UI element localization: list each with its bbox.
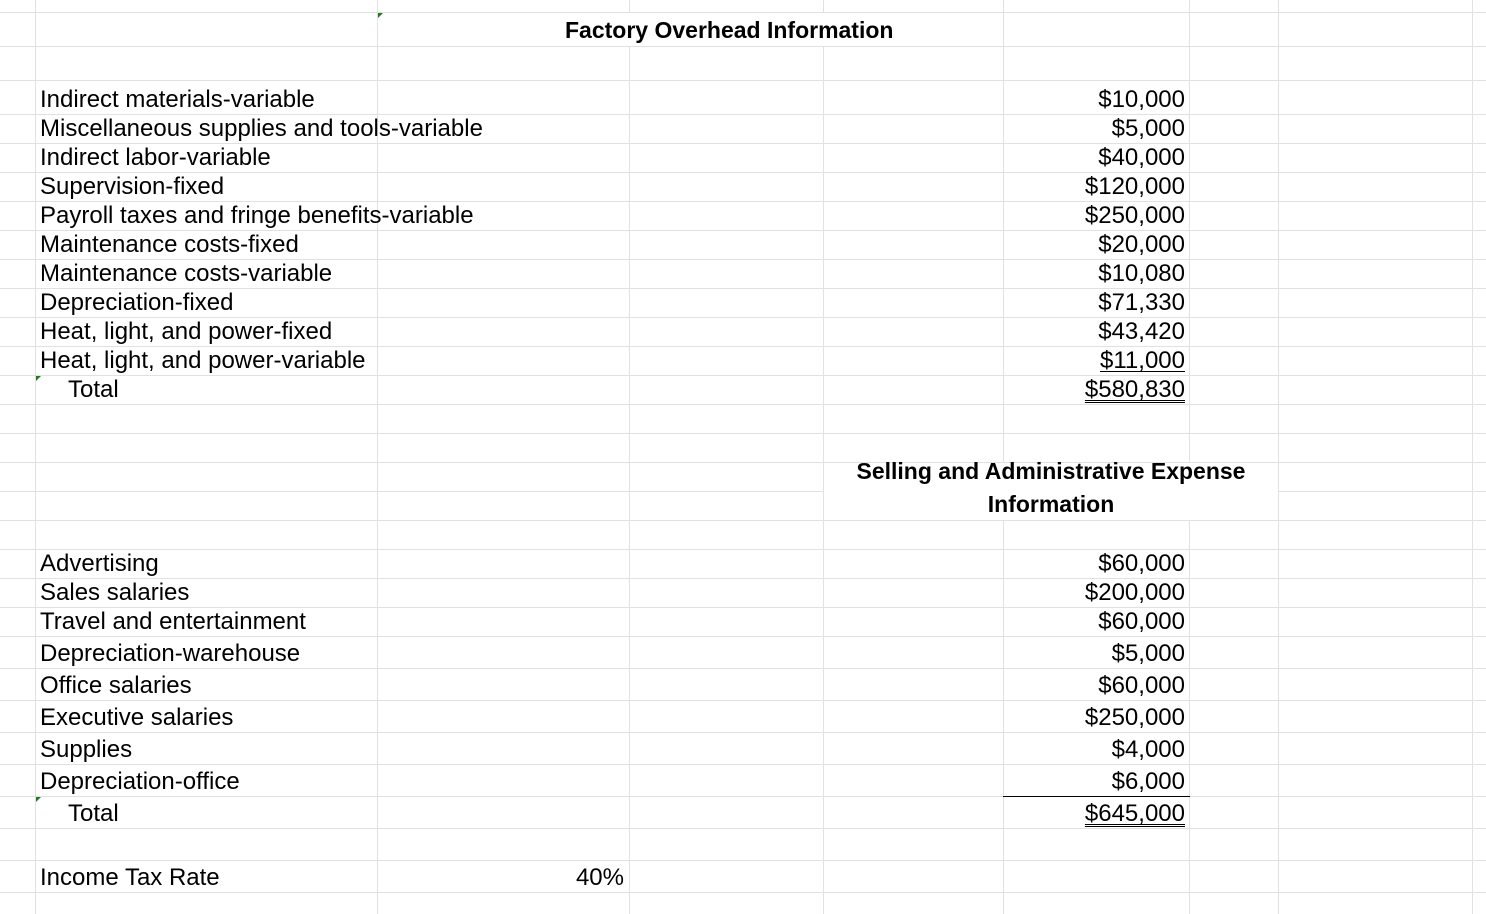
fo-item-label[interactable]: Heat, light, and power-variable: [40, 347, 366, 374]
sa-item-label[interactable]: Office salaries: [40, 672, 192, 699]
sa-title-line1: Selling and Administrative Expense: [856, 458, 1246, 484]
gridline: [0, 259, 1486, 260]
income-tax-label[interactable]: Income Tax Rate: [40, 864, 220, 891]
gridline: [0, 288, 1486, 289]
gridline: [0, 80, 1486, 81]
gridline: [0, 201, 1486, 202]
cell-indicator-icon: [378, 13, 383, 18]
fo-item-label[interactable]: Miscellaneous supplies and tools-variabl…: [40, 115, 483, 142]
gridline: [1189, 0, 1190, 914]
gridline: [0, 578, 1486, 579]
sa-item-label[interactable]: Advertising: [40, 550, 159, 577]
sa-item-label[interactable]: Sales salaries: [40, 579, 190, 606]
fo-item-amount[interactable]: $120,000: [1084, 173, 1185, 200]
fo-item-amount[interactable]: $250,000: [1084, 202, 1185, 229]
merged-title-cell: [824, 463, 1278, 520]
fo-total-amount[interactable]: $580,830: [1084, 376, 1185, 403]
fo-item-label[interactable]: Supervision-fixed: [40, 173, 225, 200]
sa-item-amount[interactable]: $6,000: [1111, 768, 1185, 795]
gridline: [0, 860, 1486, 861]
gridline: [0, 143, 1486, 144]
fo-item-label[interactable]: Maintenance costs-fixed: [40, 231, 299, 258]
sa-item-amount[interactable]: $5,000: [1111, 640, 1185, 667]
factory-overhead-title: Factory Overhead Information: [565, 17, 894, 43]
gridline: [0, 892, 1486, 893]
gridline: [0, 230, 1486, 231]
sa-item-amount[interactable]: $200,000: [1084, 579, 1185, 606]
sa-item-label[interactable]: Executive salaries: [40, 704, 234, 731]
sa-total-label[interactable]: Total: [68, 800, 119, 827]
gridline: [1003, 0, 1004, 914]
gridline: [0, 433, 1486, 434]
gridline: [0, 404, 1486, 405]
fo-total-label[interactable]: Total: [68, 376, 119, 403]
income-tax-value[interactable]: 40%: [575, 864, 624, 891]
sa-item-amount[interactable]: $250,000: [1084, 704, 1185, 731]
gridline: [629, 0, 630, 914]
gridline: [0, 462, 1486, 463]
gridline: [35, 0, 36, 914]
fo-item-label[interactable]: Depreciation-fixed: [40, 289, 234, 316]
sa-title-line2: Information: [987, 491, 1115, 517]
gridline: [0, 520, 1486, 521]
gridline: [0, 114, 1486, 115]
fo-item-amount[interactable]: $10,080: [1098, 260, 1185, 287]
merged-title-cell: [378, 13, 1002, 46]
gridline: [0, 732, 1486, 733]
sa-total-amount[interactable]: $645,000: [1084, 800, 1185, 827]
cell-indicator-icon: [36, 797, 41, 802]
fo-item-amount[interactable]: $10,000: [1098, 86, 1185, 113]
gridline: [0, 549, 1486, 550]
fo-item-label[interactable]: Indirect labor-variable: [40, 144, 271, 171]
fo-item-label[interactable]: Indirect materials-variable: [40, 86, 315, 113]
sa-item-label[interactable]: Supplies: [40, 736, 133, 763]
gridline: [0, 46, 1486, 47]
fo-item-amount[interactable]: $20,000: [1098, 231, 1185, 258]
overflow-cell: [378, 115, 628, 143]
overflow-cell: [378, 202, 628, 230]
cell-indicator-icon: [36, 376, 41, 381]
sa-item-amount[interactable]: $60,000: [1098, 550, 1185, 577]
gridline: [1472, 0, 1473, 914]
gridline: [1278, 0, 1279, 914]
gridline: [823, 0, 824, 914]
gridline: [0, 491, 1486, 492]
gridline: [0, 796, 1486, 797]
gridline: [0, 375, 1486, 376]
fo-item-amount[interactable]: $40,000: [1098, 144, 1185, 171]
fo-item-label[interactable]: Heat, light, and power-fixed: [40, 318, 333, 345]
gridline: [377, 0, 378, 914]
overflow-cell: [378, 347, 398, 375]
total-border-line: [1003, 796, 1190, 797]
gridline: [0, 700, 1486, 701]
fo-item-amount[interactable]: $71,330: [1098, 289, 1185, 316]
gridline: [0, 668, 1486, 669]
gridline: [0, 828, 1486, 829]
sa-item-label[interactable]: Depreciation-office: [40, 768, 240, 795]
gridline: [0, 607, 1486, 608]
gridline: [0, 346, 1486, 347]
fo-item-label[interactable]: Maintenance costs-variable: [40, 260, 333, 287]
sa-item-amount[interactable]: $60,000: [1098, 672, 1185, 699]
sa-item-amount[interactable]: $60,000: [1098, 608, 1185, 635]
sa-item-amount[interactable]: $4,000: [1111, 736, 1185, 763]
fo-item-label[interactable]: Payroll taxes and fringe benefits-variab…: [40, 202, 474, 229]
sa-item-label[interactable]: Travel and entertainment: [40, 608, 306, 635]
sa-item-label[interactable]: Depreciation-warehouse: [40, 640, 301, 667]
gridline: [0, 636, 1486, 637]
fo-item-amount[interactable]: $11,000: [1100, 347, 1185, 374]
gridline: [0, 764, 1486, 765]
gridline: [0, 317, 1486, 318]
gridline: [0, 172, 1486, 173]
gridline: [0, 12, 1486, 13]
fo-item-amount[interactable]: $5,000: [1111, 115, 1185, 142]
fo-item-amount[interactable]: $43,420: [1098, 318, 1185, 345]
